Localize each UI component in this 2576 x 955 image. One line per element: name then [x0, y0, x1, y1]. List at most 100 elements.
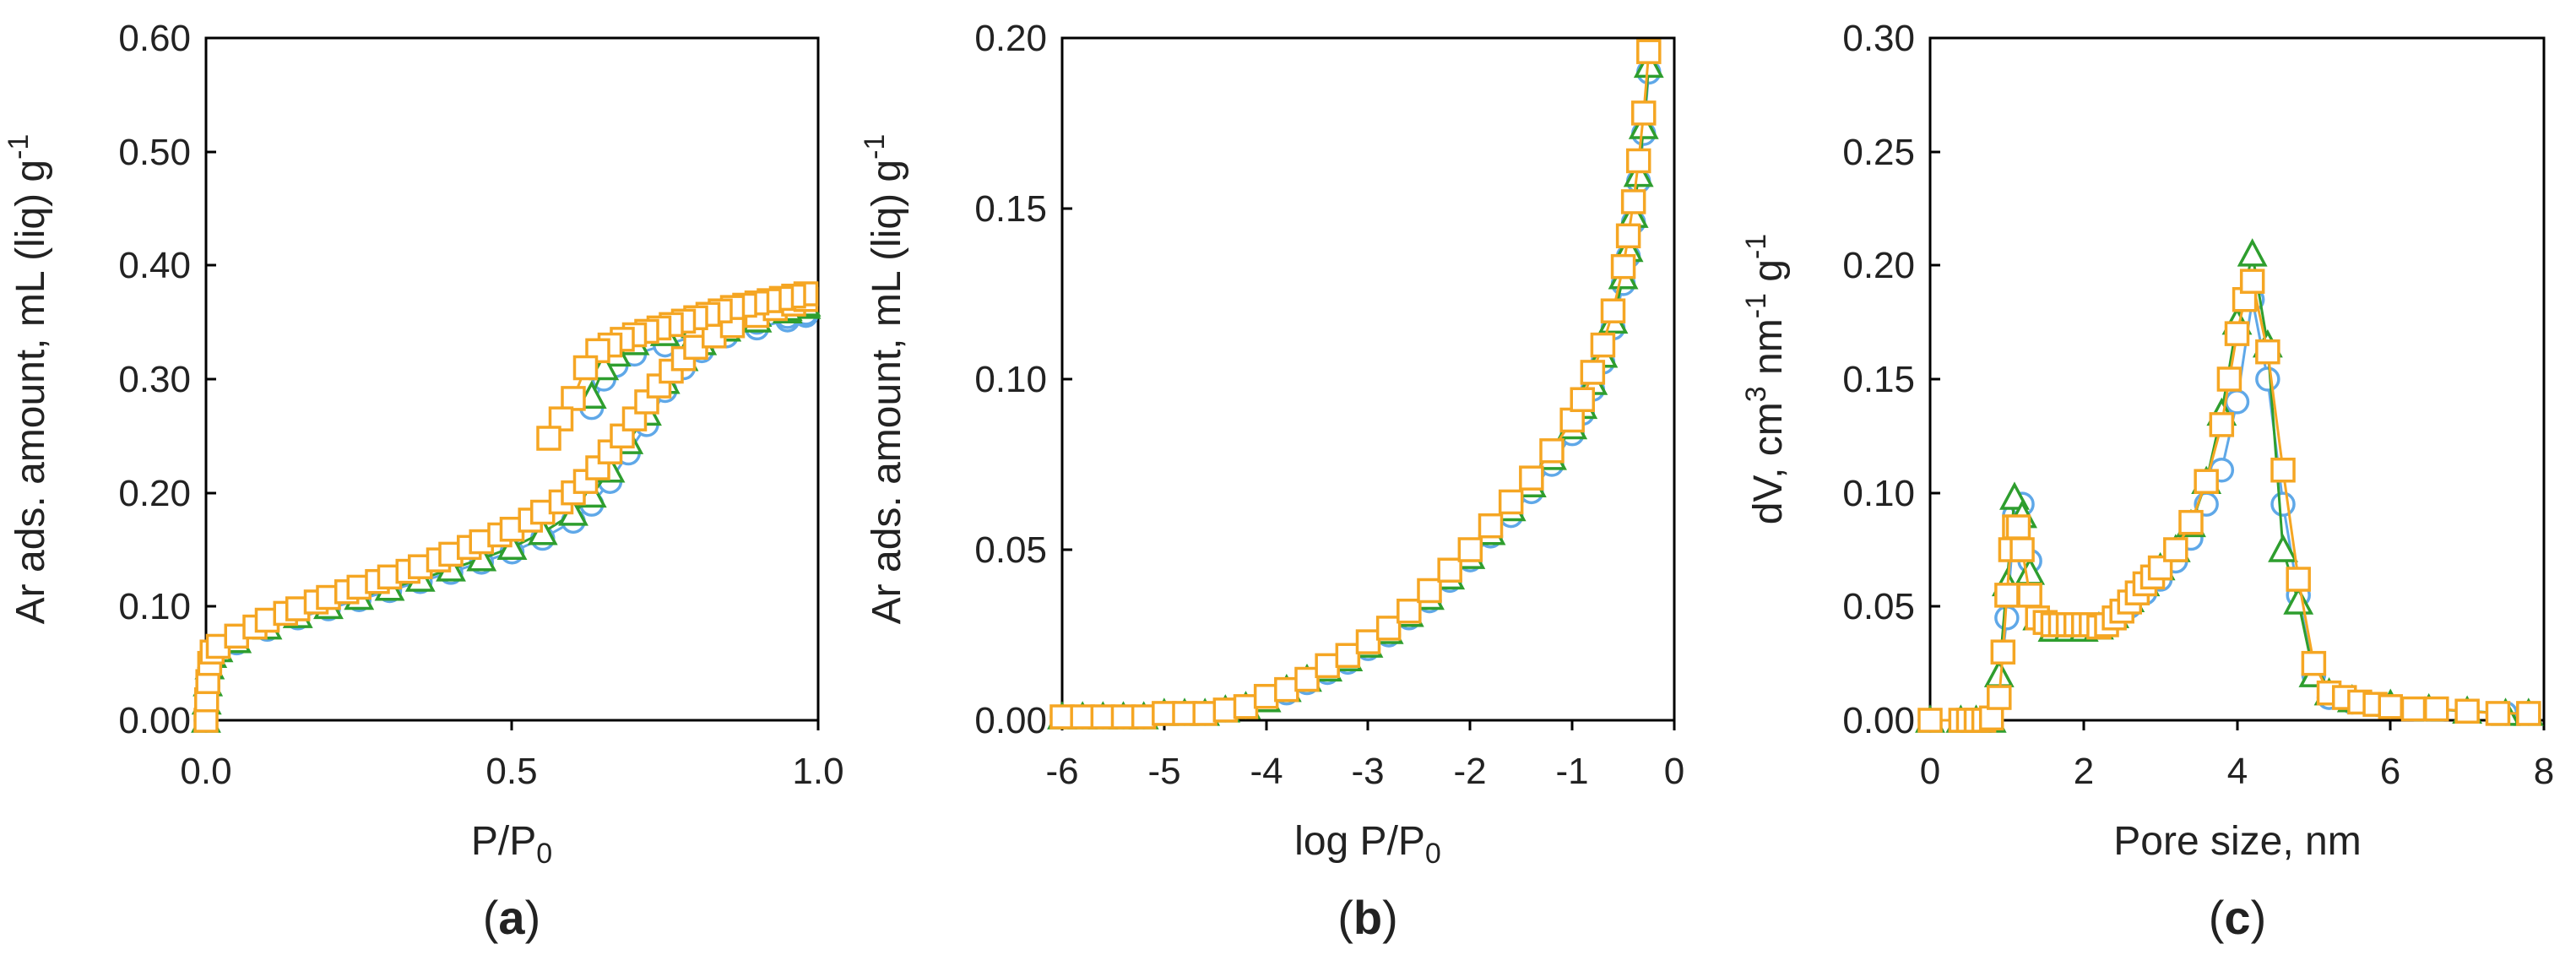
panel-b-square-series-point: [1375, 616, 1402, 641]
panel-b-square-series-point: [1212, 697, 1239, 723]
panel-a-x-tick-marks: [204, 720, 820, 730]
panel-a-label: (a): [483, 891, 540, 944]
panel-c-y-tick-label: 0.30: [1842, 18, 1915, 59]
panel-c-square-series-point: [2017, 583, 2042, 608]
panel-c-label: (c): [2209, 891, 2266, 944]
panel-c-square-series-point: [1978, 705, 2004, 731]
panel-c-square-series-point: [2009, 537, 2035, 562]
panel-a-y-tick-label: 0.50: [118, 132, 191, 173]
panel-c-square-series-point: [2005, 514, 2031, 540]
panel-c-square-series-point: [1994, 583, 2020, 608]
panel-b-y-tick-label: 0.20: [974, 18, 1047, 59]
panel-a-x-tick-label: 0.0: [180, 751, 231, 792]
panel-a-square-adsorption-line: [204, 298, 807, 721]
panel-b-x-tick-label: -1: [1555, 751, 1588, 792]
panel-b-triangle-series-line: [1062, 65, 1651, 719]
panel-b-y-tick-label: 0.00: [974, 700, 1047, 741]
panel-b-square-series-point: [1590, 332, 1616, 358]
panel-c-square-series-point: [2163, 537, 2188, 562]
panel-b-square-series-line: [1062, 52, 1651, 719]
panel-b-square-series-point: [1172, 701, 1197, 726]
panel-b-square-series-point: [1625, 148, 1651, 174]
panel-c-y-axis-title: dV, cm3 nm-1 g-1: [1740, 234, 1791, 524]
panel-b-triangle-series-point: [1623, 158, 1654, 187]
panel-b-y-tick-label: 0.05: [974, 529, 1047, 571]
panel-b-square-series-point: [1580, 360, 1606, 385]
panel-c-y-tick-labels: 0.00 0.05 0.10 0.15 0.20 0.25 0.30: [1842, 18, 1915, 741]
panel-a-square-desorption-point: [536, 426, 561, 451]
panel-c-square-series-point: [1917, 708, 1943, 733]
panel-c-x-tick-marks: [1928, 720, 2546, 730]
panel-a-data-layer: [191, 281, 822, 733]
panel-b-x-tick-label: -2: [1453, 751, 1486, 792]
panel-b-square-series-point: [1192, 701, 1217, 726]
panel-b-square-series-point: [1090, 704, 1116, 730]
panel-a-y-axis-title: Ar ads. amount, mL (liq) g-1: [3, 134, 53, 625]
panel-c-x-tick-label: 2: [2074, 751, 2094, 792]
panel-a-x-tick-labels: 0.0 0.5 1.0: [180, 751, 843, 792]
panel-a-y-tick-label: 0.00: [118, 700, 191, 741]
panel-b-square-series-point: [1131, 704, 1157, 730]
panel-c-x-tick-label: 0: [1920, 751, 1940, 792]
panel-b-x-axis-title: log P/P0: [1294, 819, 1441, 870]
panel-b-y-axis-title: Ar ads. amount, mL (liq) g-1: [859, 134, 909, 625]
panel-b-x-tick-label: -4: [1250, 751, 1283, 792]
panel-c-triangle-series-point: [2268, 534, 2298, 562]
panel-c-x-tick-label: 6: [2380, 751, 2400, 792]
panel-b-square-series-point: [1110, 704, 1136, 730]
panel-a-y-tick-labels: 0.00 0.10 0.20 0.30 0.40 0.50 0.60: [118, 18, 191, 741]
panel-c-square-series-point: [2286, 567, 2311, 592]
panel-b-label: (b): [1337, 891, 1398, 944]
panel-c-square-series-point: [2209, 412, 2235, 437]
panel-b-y-tick-label: 0.15: [974, 188, 1047, 230]
panel-b-x-tick-label: -5: [1147, 751, 1180, 792]
panel-c: 0.00 0.05 0.10 0.15 0.20 0.25 0.30 0 2 4…: [1740, 18, 2554, 944]
panel-a-y-tick-label: 0.30: [118, 359, 191, 400]
panel-b-square-series-point: [1610, 253, 1636, 279]
panel-b-square-series-point: [1498, 489, 1524, 515]
panel-b-square-series-point: [1335, 643, 1361, 668]
panel-a-square-desorption-point: [572, 355, 599, 381]
panel-b-square-series-point: [1636, 39, 1662, 64]
panel-c-square-series-point: [2255, 339, 2280, 365]
panel-b-data-layer: [1047, 39, 1664, 730]
panel-c-triangle-series-point: [2237, 238, 2268, 267]
panel-b-square-series-point: [1519, 465, 1544, 491]
panel-b-triangle-series-point: [1628, 111, 1659, 139]
panel-a-y-tick-marks: [206, 36, 216, 722]
panel-b-x-tick-labels: -6 -5 -4 -3 -2 -1 0: [1045, 751, 1684, 792]
panel-b-square-series-point: [1600, 298, 1626, 323]
panel-c-data-layer: [1915, 238, 2544, 733]
panel-b-square-series-point: [1417, 578, 1442, 604]
panel-c-y-tick-marks: [1930, 36, 1940, 722]
panel-b-square-series-point: [1294, 666, 1320, 692]
panel-b-square-series-point: [1631, 100, 1657, 126]
panel-b-square-series-point: [1070, 704, 1095, 730]
panel-c-circle-series-point: [2255, 366, 2280, 392]
panel-b-square-series-point: [1620, 189, 1646, 214]
panel-b-y-tick-marks: [1062, 36, 1072, 722]
panel-b-square-series-point: [1478, 513, 1504, 539]
panel-b-square-series-point: [1559, 407, 1585, 433]
panel-b-square-series-point: [1355, 629, 1381, 654]
panel-c-x-axis-title: Pore size, nm: [2113, 819, 2361, 864]
panel-c-x-tick-labels: 0 2 4 6 8: [1920, 751, 2554, 792]
panel-a-square-adsorption-point: [193, 708, 219, 733]
panel-a-y-tick-label: 0.10: [118, 586, 191, 627]
panel-c-square-series-point: [2224, 321, 2250, 346]
panel-b-square-series-point: [1457, 537, 1483, 562]
panel-c-circle-series-point: [2224, 389, 2250, 415]
panel-c-y-tick-label: 0.25: [1842, 132, 1915, 173]
panel-a-y-tick-label: 0.60: [118, 18, 191, 59]
panel-c-square-series-point: [2194, 469, 2219, 494]
panel-b-x-tick-label: -6: [1045, 751, 1078, 792]
panel-c-square-series-point: [2270, 457, 2296, 483]
panel-c-y-tick-label: 0.10: [1842, 473, 1915, 514]
panel-c-square-series-point: [2301, 650, 2327, 676]
panel-c-square-series-point: [2216, 366, 2242, 392]
panel-a-y-tick-label: 0.20: [118, 473, 191, 514]
panel-c-square-series-point: [1990, 639, 2016, 665]
panel-b-circle-series-line: [1062, 72, 1651, 719]
panel-a-triangle-adsorption-line: [204, 305, 806, 721]
